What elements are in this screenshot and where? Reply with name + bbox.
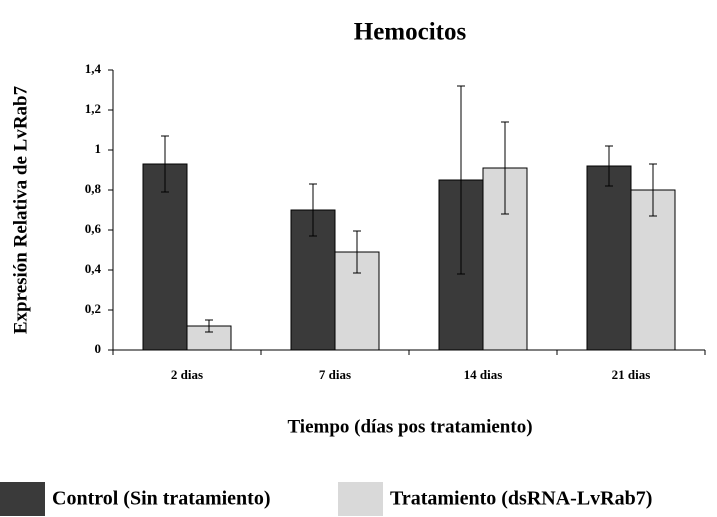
error-bar — [605, 145, 613, 187]
y-tick-label: 0 — [95, 341, 102, 356]
error-bar — [353, 230, 361, 274]
error-bar — [161, 135, 169, 193]
legend-swatch — [338, 482, 383, 516]
y-tick-label: 1,2 — [85, 101, 101, 116]
x-axis-title: Tiempo (días pos tratamiento) — [287, 416, 532, 437]
bar — [630, 189, 676, 351]
y-tick-label: 0,6 — [85, 221, 102, 236]
y-tick-label: 1 — [95, 141, 102, 156]
bar — [586, 165, 632, 351]
y-tick-label: 0,8 — [85, 181, 102, 196]
chart-title: Hemocitos — [354, 19, 467, 46]
legend-swatch — [0, 482, 45, 516]
y-tick-label: 0,4 — [85, 261, 102, 276]
bar — [142, 163, 188, 351]
y-axis-title: Expresión Relativa de LvRab7 — [10, 85, 31, 334]
legend-label: Control (Sin tratamiento) — [52, 488, 271, 510]
error-bar — [649, 163, 657, 217]
x-tick-label: 21 dias — [612, 367, 651, 382]
error-bar — [205, 319, 213, 333]
y-tick-label: 1,4 — [85, 61, 102, 76]
x-tick-label: 7 dias — [319, 367, 351, 382]
error-bar — [309, 183, 317, 237]
x-tick-label: 14 dias — [464, 367, 503, 382]
y-tick-label: 0,2 — [85, 301, 101, 316]
error-bar — [457, 85, 465, 275]
legend-label: Tratamiento (dsRNA-LvRab7) — [390, 488, 652, 510]
error-bar — [501, 121, 509, 215]
x-tick-label: 2 dias — [171, 367, 203, 382]
